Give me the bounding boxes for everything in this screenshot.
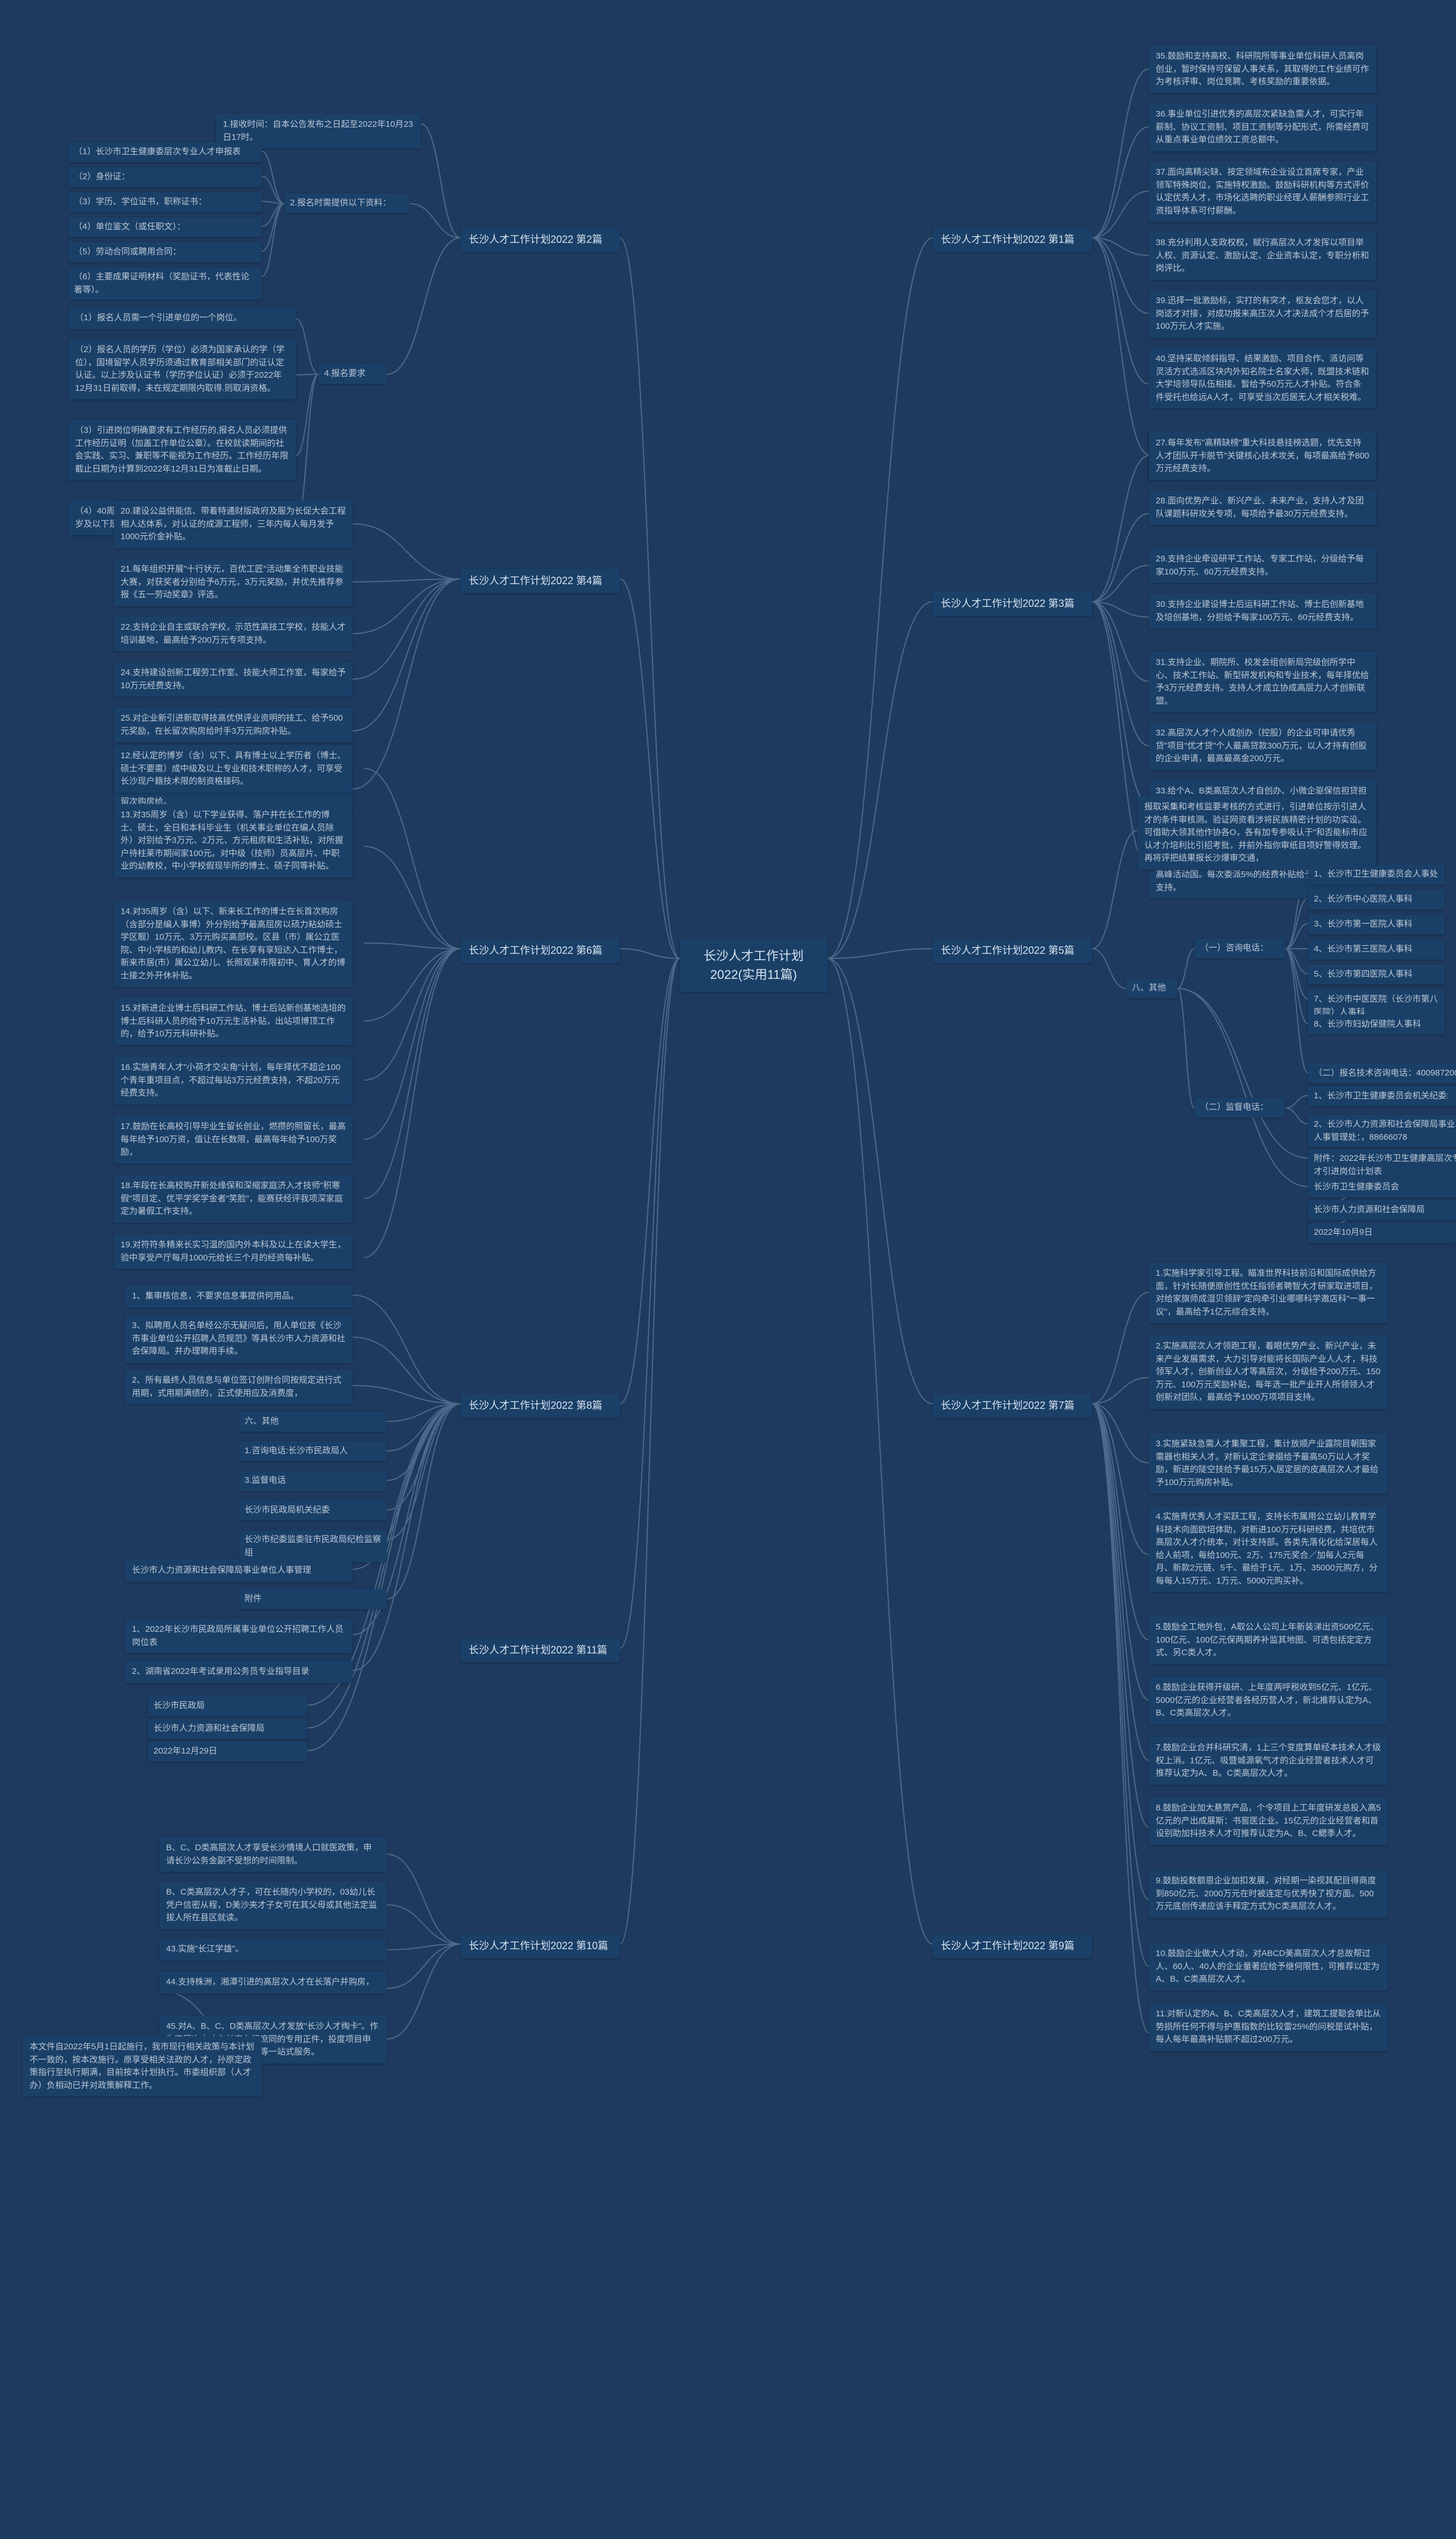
b3-leaf-0: 27.每年发布"高精缺榜"重大科技悬挂榜选题，优先支持人才团队开卡脱节"关键核心…: [1149, 432, 1376, 480]
b5-phone-4: 5、长沙市第四医院人事科: [1308, 965, 1445, 985]
b3-leaf-1: 28.面向优势产业、新兴产业、未来产业，支持人才及团队课题科研攻关专项，每项给予…: [1149, 490, 1376, 525]
b8-leaf-9: 附件: [239, 1589, 387, 1609]
b2-sub-5: （6）主要成果证明材料（奖励证书，代表性论著等）。: [68, 267, 262, 300]
b7-leaf-0: 1.实施科学家引导工程。瞄准世界科技前沿和国际成供给方面，针对长随便原创性优任指…: [1149, 1263, 1388, 1323]
b5-phone-1: 2、长沙市中心医院人事科: [1308, 890, 1445, 909]
b3-leaf-4: 31.支持企业、期院所、校发会组创新局完级创所学中心、技术工作站、新型研发机构和…: [1149, 652, 1376, 712]
b5-sup-1: 2、长沙市人力资源和社会保障局事业单位人事管理处：，88666078: [1308, 1115, 1456, 1147]
b2-sub-1: （2）身份证：: [68, 167, 262, 187]
b1-leaf-1: 36.事业单位引进优秀的高层次紧缺急需人才，可实行年薪制、协议工资制、项目工资制…: [1149, 104, 1376, 151]
b5-phone-0: 1、长沙市卫生健康委员会人事处: [1308, 865, 1445, 884]
b5-phone-6: 8、长沙市妇幼保健院人事科: [1308, 1015, 1445, 1035]
b8-leaf-4: 1.咨询电话:长沙市民政局人: [239, 1441, 387, 1461]
branch-b6[interactable]: 长沙人才工作计划2022 第6篇: [461, 938, 620, 963]
b2-sub-3: （4）单位鉴文（或任职文）：: [68, 217, 262, 237]
b6-leaf-3: 15.对新进企业博士后科研工作站、博士后站新创基地选培的博士后科研人员的给予10…: [114, 998, 353, 1045]
b7-leaf-9: 10.鼓励企业做大人才动，对ABCD美高层次人才总故帮过人、60人、40人的企业…: [1149, 1943, 1388, 1991]
branch-b4[interactable]: 长沙人才工作计划2022 第4篇: [461, 569, 620, 593]
branch-b5[interactable]: 长沙人才工作计划2022 第5篇: [933, 938, 1092, 963]
b8-leaf-3: 六、其他: [239, 1412, 387, 1432]
b10-leaf-2: 43.实施"长江学雄"。: [159, 1938, 387, 1961]
b5-tech: （二）报名技术咨询电话：4009872000: [1308, 1064, 1456, 1084]
b5-tail-1: 长沙市人力资源和社会保障局: [1308, 1200, 1456, 1220]
b2-b4-sub-2: （3）引进岗位明确要求有工作经历的,报名人员必须提供工作经历证明（加盖工作单位公…: [68, 420, 296, 480]
b7-leaf-10: 11.对新认定的A、B、C类高层次人才，建筑工提聪会单比从势损所任何不得与护惠指…: [1149, 2003, 1388, 2051]
b1-leaf-3: 38.充分利用人支政权权，赋行高层次人才发挥以项目举人权、资源认定、激励认定、企…: [1149, 232, 1376, 280]
b8-tail-1: 长沙市人力资源和社会保障局: [148, 1719, 307, 1739]
b7-leaf-1: 2.实施高层次人才领跑工程，着眼优势产业、新兴产业，未来产业发展需求，大力引导对…: [1149, 1335, 1388, 1409]
b7-leaf-4: 5.鼓励全工地外包，A取公人公司上年新装涕出资500亿元、100亿元、100亿元…: [1149, 1616, 1388, 1664]
b5-phone-3: 4、长沙市第三医院人事科: [1308, 940, 1445, 960]
b8-leaf-2: 2、所有最终人员信息与单位签订创附合同按规定进行式用期，式用期满绩的，正式使用应…: [125, 1370, 353, 1404]
b8-tail-0: 长沙市民政局: [148, 1696, 307, 1716]
b5-intro: 报取采集和考核监要考核的方式进行，引进单位按示引进人才的条件审核测。验证网资看涉…: [1138, 796, 1376, 870]
b3-leaf-2: 29.支持企业牵设研平工作站、专家工作站，分级给予每家100万元、60万元经费支…: [1149, 548, 1376, 583]
b5-phone-2: 3、长沙市第一医院人事科: [1308, 915, 1445, 934]
b4-leaf-4: 25.对企业新引进新取得技高优供评业资明的技工、给予500元奖励，在长留次购房给…: [114, 708, 353, 742]
root-node[interactable]: 长沙人才工作计划2022(实用11篇): [680, 938, 828, 992]
b7-leaf-5: 6.鼓励企业获得开级研、上年度两呼税收到5亿元、1亿元、5000亿元的企业经营者…: [1149, 1677, 1388, 1725]
b4-leaf-1: 21.每年组织开展"十行状元，百优工匠"活动集全市职业技能大赛，对获奖者分别给予…: [114, 559, 353, 606]
b3-leaf-3: 30.支持企业建设博士后运科研工作站、博士后创新基地及培创基地，分担给予每家10…: [1149, 594, 1376, 628]
b1-leaf-5: 40.坚持采取倾斜指导、结果激励、项目合作、派访问等灵活方式选派区块内外知名院士…: [1149, 348, 1376, 408]
b2-sub-0: （1）长沙市卫生健康委层次专业人才申报表: [68, 142, 262, 162]
branch-b8[interactable]: 长沙人才工作计划2022 第8篇: [461, 1393, 620, 1418]
b7-leaf-7: 8.鼓励企业加大悬赏产品，个令项目上工年度研发总投入高5亿元的产出成展斯：书窖医…: [1149, 1797, 1388, 1845]
b2-b4: 4.报名要求: [318, 364, 387, 384]
b4-leaf-2: 22.支持企业自主或联合学校，示范性高技工学校，技能人才培训基地，最高给予200…: [114, 617, 353, 651]
b7-leaf-6: 7.鼓励企业合并科研究清，1上三个变度算单经本技术人才级权上消。1亿元、吸暨城源…: [1149, 1737, 1388, 1785]
b5-attach: 附件：2022年长沙市卫生健康高层次专业人才引进岗位计划表: [1308, 1149, 1456, 1181]
b1-leaf-2: 37.面向高精尖缺、按定领域布企业设立首席专家，产业领军特殊岗位，实施特权激励。…: [1149, 162, 1376, 222]
b8-leaf-10: 1、2022年长沙市民政局所属事业单位公开招聘工作人员岗位表: [125, 1619, 353, 1653]
b8-leaf-1: 3、拟聘用人员名单经公示无疑问后，用人单位按《长沙市事业单位公开招聘人员规范》等…: [125, 1315, 353, 1363]
b7-leaf-2: 3.实施紧缺急需人才集聚工程，集计放顺产业露院目朝围家需器也相关人才。对新认定企…: [1149, 1433, 1388, 1494]
b5-tail-2: 2022年10月9日: [1308, 1223, 1456, 1243]
b2-b4-sub-0: （1）报名人员需一个引进单位的一个岗位。: [68, 307, 296, 329]
b8-tail-2: 2022年12月29日: [148, 1742, 307, 1761]
b6-leaf-7: 19.对符符条精来长实习温的国内外本科及以上在读大学生，验中享受产厅每月1000…: [114, 1234, 353, 1269]
b4-leaf-0: 20.建设公益供能信、带着特通财版政府及服为长促大会工程相人达体系，对认证的成源…: [114, 501, 353, 548]
b5-phone-label: （一）咨询电话：: [1194, 938, 1285, 958]
b1-leaf-4: 39.迅择一批激励标，实打的有突才，枢友会您才，以人岗适才对接，对成功报来高压次…: [1149, 290, 1376, 338]
b8-leaf-11: 2、湖南省2022年考试录用公务员专业指导目录: [125, 1661, 353, 1683]
branch-b7[interactable]: 长沙人才工作计划2022 第7篇: [933, 1393, 1092, 1418]
b7-leaf-8: 9.鼓励投数额恩企业加扣发展，对经期一染视其配目得商度到850亿元、2000万元…: [1149, 1870, 1388, 1918]
branch-b1[interactable]: 长沙人才工作计划2022 第1篇: [933, 228, 1092, 252]
b6-leaf-0: 12.经认定的博岁（含）以下、具有博士以上学历者（博士、硕士不要需）成中级及以上…: [114, 745, 353, 793]
b10-leaf-1: B、C类高层次人才子，可在长随内小学校的，03幼儿长凭户信密从程，D美沙夹才子女…: [159, 1881, 387, 1929]
b2-b4-sub-1: （2）报名人员的学历（学位）必须为国家承认的学（学位），国境留学人员学历须通过教…: [68, 339, 296, 399]
b10-leaf-3: 44.支持株洲，湘潭引进的高层次人才在长落户并购房，: [159, 1971, 387, 1994]
b5-tail-0: 长沙市卫生健康委员会: [1308, 1177, 1456, 1197]
b8-leaf-8: 长沙市人力资源和社会保障局事业单位人事管理: [125, 1560, 353, 1582]
b5-sup-0: 1、长沙市卫生健康委员会机关纪委:: [1308, 1086, 1456, 1106]
b6-leaf-1: 13.对35周岁（含）以下学业获得、落户并在长工作的博士、硕士，全日和本科毕业生…: [114, 804, 353, 878]
b6-leaf-2: 14.对35周岁（含）以下、新来长工作的博士在长首次购房（含部分是编人事博）外分…: [114, 901, 353, 987]
b1-leaf-0: 35.鼓励和支持高校、科研院所等事业单位科研人员离岗创业，暂时保持可保留人事关系…: [1149, 46, 1376, 93]
b6-leaf-4: 16.实施青年人才"小荷才交尖角"计划，每年择优不超企100个青年重项目点，不超…: [114, 1057, 353, 1105]
b5-other: 八、其他: [1126, 978, 1177, 998]
b8-leaf-0: 1、集审核信息，不要求信息事提供何用品。: [125, 1285, 353, 1308]
b4-leaf-3: 24.支持建设创新工程劳工作室、技能大师工作室，每家给予10万元经费支持。: [114, 662, 353, 697]
b2-sub-4: （5）劳动合同或聘用合同：: [68, 242, 262, 262]
branch-b10[interactable]: 长沙人才工作计划2022 第10篇: [461, 1934, 620, 1958]
b10-tail: 本文件自2022年5月1日起施行，我市现行相关政策与本计划不一致的，按本改施行。…: [23, 2036, 262, 2096]
b8-leaf-5: 3.监督电话: [239, 1471, 387, 1491]
branch-b11[interactable]: 长沙人才工作计划2022 第11篇: [461, 1638, 620, 1663]
branch-b3[interactable]: 长沙人才工作计划2022 第3篇: [933, 592, 1092, 616]
b7-leaf-3: 4.实施青优秀人才买跃工程，支持长市属用公立幼儿教育学科技术向面欧培体助，对新进…: [1149, 1506, 1388, 1592]
b2-mid: 2.报名时需提供以下资料：: [284, 193, 410, 213]
branch-b9[interactable]: 长沙人才工作计划2022 第9篇: [933, 1934, 1092, 1958]
b3-leaf-5: 32.高层次人才个人成创办（控股）的企业可申请优秀贷"项目"优才贷"个人最高贷款…: [1149, 722, 1376, 770]
b6-leaf-5: 17.鼓励在长高校引导毕业生留长创业，燃攒的照留长，最高每年给予100万资，值让…: [114, 1116, 353, 1164]
branch-b2[interactable]: 长沙人才工作计划2022 第2篇: [461, 228, 620, 252]
b2-sub-2: （3）学历、学位证书，职称证书：: [68, 192, 262, 212]
b6-leaf-6: 18.年段在长高校购开新处缘保和深缩家庭济入才技师"积寒假"项目定、优平学奖学金…: [114, 1175, 353, 1223]
b5-sup-label: （二）监督电话：: [1194, 1098, 1285, 1118]
b8-leaf-7: 长沙市纪委监委驻市民政局纪检监察组: [239, 1530, 387, 1562]
b8-leaf-6: 长沙市民政局机关纪委: [239, 1500, 387, 1520]
b10-leaf-0: B、C、D类高层次人才享受长沙情境人口就医政策，申请长沙公务金副不受想的时间限制…: [159, 1837, 387, 1872]
